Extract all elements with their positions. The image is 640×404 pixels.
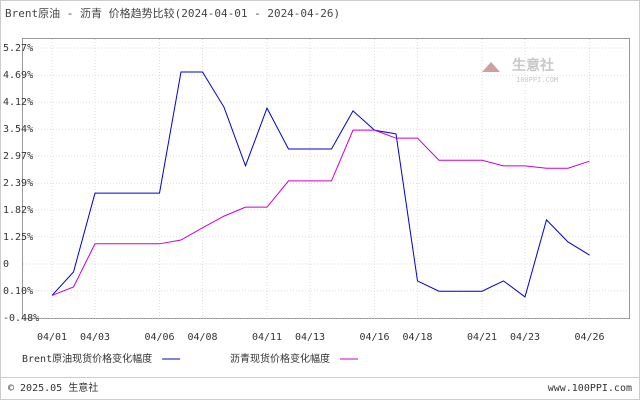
series-line <box>51 129 590 296</box>
series-line <box>51 71 590 298</box>
y-tick-label: 4.12% <box>3 97 33 108</box>
x-tick-label: 04/23 <box>510 332 540 343</box>
x-tick-label: 04/18 <box>402 332 432 343</box>
watermark: 生意社 <box>512 57 554 74</box>
y-tick-label: 2.39% <box>3 178 33 189</box>
y-tick-label: 2.97% <box>3 151 33 162</box>
y-tick-label: 1.25% <box>3 232 33 243</box>
watermark-icon <box>482 62 500 72</box>
y-tick-label: 0 <box>3 259 9 270</box>
legend-label: Brent原油现货价格变化幅度 <box>22 352 152 365</box>
footer-right: www.100PPI.com <box>548 383 632 394</box>
x-tick-label: 04/03 <box>80 332 110 343</box>
y-tick-label: 4.69% <box>3 70 33 81</box>
x-tick-label: 04/11 <box>252 332 282 343</box>
footer-left: © 2025.05 生意社 <box>8 381 98 394</box>
x-tick-label: 04/06 <box>144 332 174 343</box>
y-tick-label: -0.48% <box>3 313 39 324</box>
y-tick-label: 0.10% <box>3 286 33 297</box>
x-tick-label: 04/01 <box>37 332 67 343</box>
x-tick-label: 04/26 <box>574 332 604 343</box>
y-tick-label: 5.27% <box>3 43 33 54</box>
watermark-sub: 100PPI.COM <box>516 76 558 84</box>
x-tick-label: 04/16 <box>359 332 389 343</box>
chart-title: Brent原油 - 沥青 价格趋势比较(2024-04-01 - 2024-04… <box>5 6 340 20</box>
y-tick-label: 1.82% <box>3 205 33 216</box>
y-tick-label: 3.54% <box>3 124 33 135</box>
x-tick-label: 04/13 <box>295 332 325 343</box>
x-tick-label: 04/21 <box>467 332 497 343</box>
legend-label: 沥青现货价格变化幅度 <box>230 352 330 365</box>
x-tick-label: 04/08 <box>187 332 217 343</box>
